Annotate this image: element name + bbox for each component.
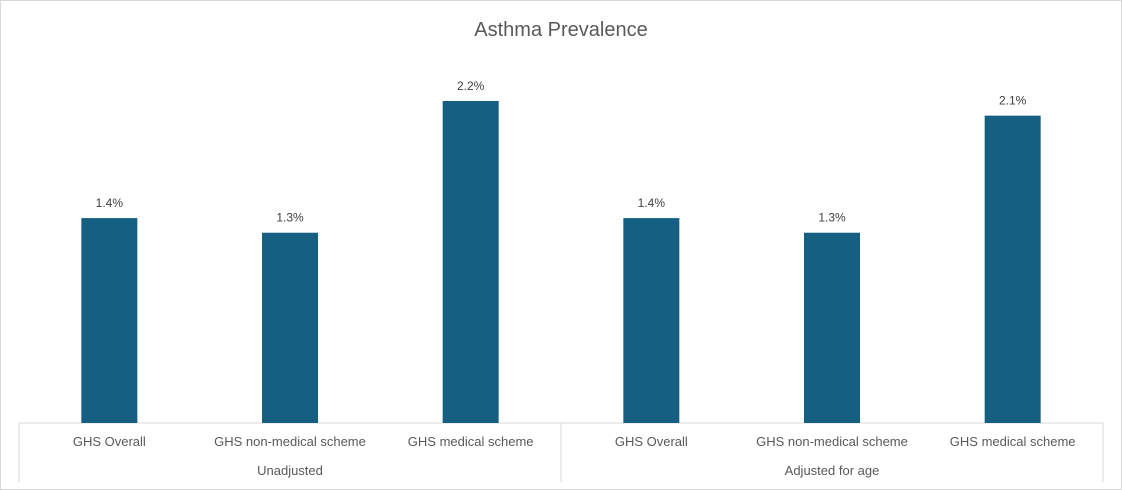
x-tick-label: GHS medical scheme <box>408 434 534 449</box>
chart-title: Asthma Prevalence <box>474 19 647 41</box>
bar <box>623 218 680 423</box>
x-tick-label: GHS non-medical scheme <box>756 434 908 449</box>
data-label: 1.3% <box>276 211 304 225</box>
x-tick-label: GHS medical scheme <box>950 434 1076 449</box>
bar <box>81 218 138 423</box>
x-tick-label: GHS non-medical scheme <box>214 434 366 449</box>
bar <box>804 232 860 423</box>
data-label: 2.1% <box>999 94 1027 108</box>
data-label: 1.4% <box>96 196 124 210</box>
data-label: 2.2% <box>457 79 485 93</box>
plot-area: 1.4% GHS Overall 1.3% GHS non-medical schem… <box>18 79 1104 482</box>
bar <box>262 232 318 423</box>
x-tick-label: GHS Overall <box>615 434 688 449</box>
data-label: 1.3% <box>818 211 846 225</box>
data-label: 1.4% <box>638 196 666 210</box>
bar <box>984 115 1041 424</box>
bar <box>442 101 499 423</box>
x-group-label: Adjusted for age <box>785 463 880 478</box>
x-group-label: Unadjusted <box>257 463 323 478</box>
x-tick-label: GHS Overall <box>73 434 146 449</box>
